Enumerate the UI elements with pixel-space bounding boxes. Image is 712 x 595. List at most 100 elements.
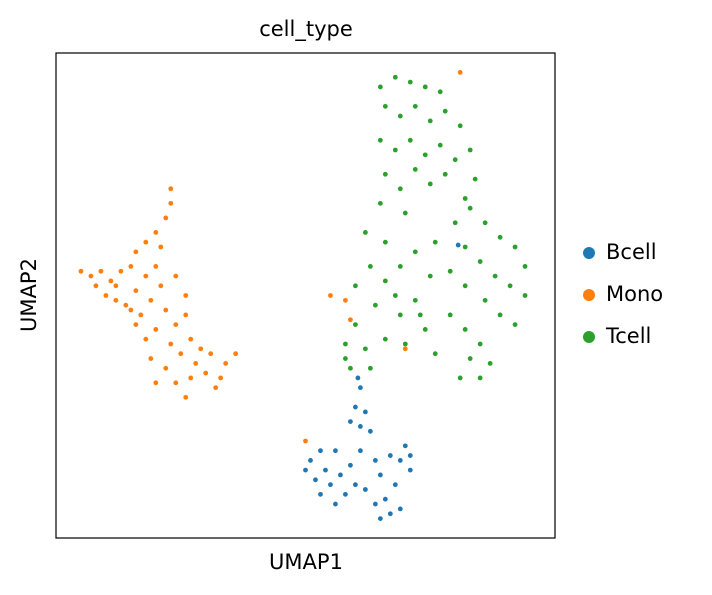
point	[522, 293, 528, 298]
point	[477, 341, 483, 347]
point	[387, 511, 393, 517]
point	[353, 482, 358, 488]
point	[372, 458, 378, 463]
point	[497, 234, 503, 240]
point	[153, 264, 159, 269]
point	[377, 84, 383, 90]
point	[158, 244, 164, 250]
point	[98, 268, 104, 274]
point	[158, 283, 164, 289]
point	[362, 346, 368, 352]
legend-marker	[583, 247, 595, 259]
point	[512, 244, 518, 250]
point	[482, 220, 488, 226]
point	[343, 491, 348, 497]
point	[467, 147, 473, 153]
point	[123, 302, 129, 308]
point	[138, 312, 144, 318]
point	[397, 113, 403, 119]
point	[153, 327, 159, 332]
y-axis-label: UMAP2	[17, 258, 41, 332]
point	[318, 491, 323, 497]
point	[427, 181, 433, 187]
legend: Bcell Mono Tcell	[583, 240, 663, 348]
point	[382, 278, 388, 284]
point	[348, 419, 353, 424]
point	[357, 385, 363, 391]
point	[183, 293, 189, 298]
legend-marker	[583, 289, 595, 301]
point	[348, 462, 353, 468]
point	[173, 380, 179, 386]
point	[303, 438, 308, 444]
point	[133, 249, 139, 255]
point	[148, 297, 154, 303]
point	[163, 365, 169, 371]
x-axis-label: UMAP1	[269, 550, 343, 574]
point	[422, 327, 428, 332]
point	[407, 453, 413, 458]
point	[323, 467, 328, 473]
point	[432, 239, 438, 245]
point	[377, 137, 383, 143]
point	[198, 346, 204, 352]
point	[422, 152, 428, 158]
point	[372, 302, 378, 308]
point	[353, 322, 358, 327]
point	[203, 370, 209, 376]
point	[472, 176, 478, 182]
point	[143, 239, 149, 245]
point	[367, 264, 373, 269]
point	[442, 108, 448, 114]
point	[173, 322, 179, 327]
point	[353, 404, 358, 410]
legend-label: Bcell	[606, 240, 657, 264]
plot-frame	[55, 52, 556, 539]
point	[173, 273, 179, 279]
point	[407, 467, 413, 473]
legend-label: Tcell	[605, 324, 651, 348]
point	[447, 312, 453, 318]
point	[427, 273, 433, 279]
point	[188, 375, 194, 381]
point	[377, 516, 383, 521]
point	[432, 351, 438, 357]
point	[417, 312, 423, 318]
point	[392, 293, 398, 298]
point	[412, 167, 418, 172]
legend-marker	[583, 331, 595, 343]
point	[457, 70, 463, 75]
point	[467, 356, 473, 361]
point	[143, 336, 149, 342]
point	[442, 171, 448, 177]
point	[452, 157, 458, 163]
point	[382, 239, 388, 245]
point	[455, 242, 461, 248]
point	[113, 283, 119, 289]
point	[392, 74, 398, 80]
point	[343, 341, 348, 347]
point	[343, 356, 348, 361]
point	[78, 268, 84, 274]
point	[328, 293, 333, 298]
point	[362, 409, 368, 415]
point	[422, 84, 428, 90]
point	[348, 365, 353, 371]
point	[372, 501, 378, 507]
point	[208, 351, 214, 357]
point	[377, 472, 383, 478]
point	[392, 482, 398, 488]
point	[88, 273, 94, 279]
point	[397, 458, 403, 463]
point	[387, 453, 393, 458]
point	[183, 394, 189, 400]
point	[492, 273, 498, 279]
point	[462, 283, 468, 289]
point	[452, 220, 458, 226]
point	[412, 103, 418, 109]
point	[407, 137, 413, 143]
point	[447, 268, 453, 274]
point	[153, 230, 159, 235]
point	[108, 278, 114, 284]
point	[402, 443, 408, 449]
